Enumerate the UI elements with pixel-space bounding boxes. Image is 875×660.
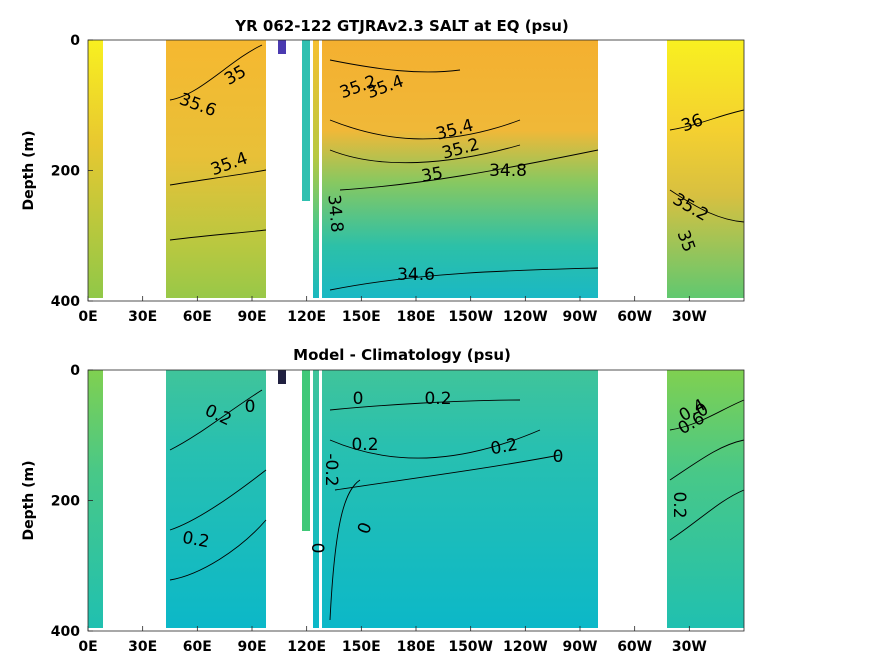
contour-line bbox=[329, 144, 521, 164]
contour-line bbox=[169, 519, 267, 581]
field-block-maritime-1 bbox=[302, 40, 310, 201]
x-tick-label: 30W bbox=[672, 639, 707, 655]
x-tick-label: 30W bbox=[672, 309, 707, 325]
x-tick-label: 120E bbox=[287, 309, 326, 325]
y-tick-label: 200 bbox=[51, 164, 80, 180]
x-tick-label: 0E bbox=[78, 639, 97, 655]
contour-label: 0.2 bbox=[424, 389, 451, 409]
x-tick-label: 120W bbox=[503, 639, 548, 655]
field bbox=[88, 40, 744, 298]
contour-line bbox=[329, 479, 361, 621]
contour-label: 35 bbox=[420, 163, 445, 186]
y-axis-label: Depth (m) bbox=[21, 130, 37, 210]
contour-line bbox=[169, 389, 263, 451]
field-block-strait bbox=[278, 370, 286, 384]
y-tick-label: 0 bbox=[70, 363, 80, 379]
x-tick-label: 150W bbox=[448, 309, 493, 325]
x-tick-label: 150E bbox=[342, 309, 381, 325]
contour-line bbox=[169, 469, 267, 531]
contour-line bbox=[169, 169, 267, 186]
y-axis-label: Depth (m) bbox=[21, 460, 37, 540]
contour-line bbox=[329, 267, 599, 291]
y-tick-label: 400 bbox=[51, 624, 80, 640]
contour-label: 0.2 bbox=[181, 528, 211, 552]
x-tick-label: 30E bbox=[128, 639, 157, 655]
x-tick-label: 30E bbox=[128, 309, 157, 325]
chart-panel-1: YR 062-122 GTJRAv2.3 SALT at EQ (psu) Dep… bbox=[21, 17, 745, 325]
contour-line bbox=[669, 189, 745, 223]
x-tick-label: 90E bbox=[237, 639, 266, 655]
contour-label: 0 bbox=[553, 447, 564, 467]
contour-line bbox=[669, 399, 745, 431]
chart-panel-2: Model - Climatology (psu) Depth (m) 0 200 40… bbox=[21, 346, 745, 655]
contour-line bbox=[334, 454, 561, 491]
x-tick-label: 90W bbox=[563, 309, 598, 325]
x-tick-label: 90W bbox=[563, 639, 598, 655]
chart-title: Model - Climatology (psu) bbox=[293, 346, 511, 364]
x-tick-label: 150E bbox=[342, 639, 381, 655]
x-tick-label: 90E bbox=[237, 309, 266, 325]
contour-label: 0.2 bbox=[489, 435, 519, 459]
field-block-pacific bbox=[322, 40, 598, 298]
x-tick-label: 0E bbox=[78, 309, 97, 325]
x-tick-label: 60E bbox=[183, 639, 212, 655]
contour-lines bbox=[169, 44, 745, 291]
y-tick-label: 400 bbox=[51, 294, 80, 310]
contour-line bbox=[669, 489, 745, 541]
x-tick-label: 60E bbox=[183, 309, 212, 325]
contour-line bbox=[329, 119, 521, 140]
contour-line bbox=[329, 59, 461, 73]
x-tick-label: 60W bbox=[617, 309, 652, 325]
contour-label: 34.8 bbox=[323, 194, 346, 233]
contour-line bbox=[669, 439, 745, 481]
y-tick-label: 200 bbox=[51, 494, 80, 510]
x-tick-label: 60W bbox=[617, 639, 652, 655]
contour-line bbox=[339, 149, 599, 191]
field-block-indian-ocean bbox=[166, 370, 266, 628]
field-block-maritime-2 bbox=[313, 370, 319, 628]
contour-label: 0 bbox=[245, 397, 256, 417]
field-block-maritime-2 bbox=[313, 40, 319, 298]
chart-title: YR 062-122 GTJRAv2.3 SALT at EQ (psu) bbox=[234, 17, 569, 35]
x-tick-label: 150W bbox=[448, 639, 493, 655]
field-block-west-africa bbox=[88, 40, 103, 298]
field-block-west-africa bbox=[88, 370, 103, 628]
x-tick-label: 120W bbox=[503, 309, 548, 325]
field-block-maritime-1 bbox=[302, 370, 310, 531]
contour-line bbox=[329, 399, 521, 411]
contour-line bbox=[169, 44, 263, 101]
contour-label: 0 bbox=[307, 543, 327, 554]
field-block-strait bbox=[278, 40, 286, 54]
contour-label: 0.2 bbox=[351, 435, 378, 455]
contour-label: 0.2 bbox=[669, 491, 689, 518]
contour-label: 34.6 bbox=[397, 265, 435, 285]
contour-line bbox=[329, 429, 541, 459]
field bbox=[88, 370, 744, 628]
field-block-atlantic bbox=[667, 40, 744, 298]
contour-label: 0 bbox=[353, 389, 364, 409]
y-tick-label: 0 bbox=[70, 33, 80, 49]
x-tick-label: 120E bbox=[287, 639, 326, 655]
field-block-atlantic bbox=[667, 370, 744, 628]
contour-label: -0.2 bbox=[321, 453, 341, 486]
x-tick-label: 180E bbox=[397, 639, 436, 655]
contour-lines bbox=[169, 389, 745, 621]
field-block-indian-ocean bbox=[166, 40, 266, 298]
contour-label: 34.8 bbox=[489, 161, 527, 181]
contour-line bbox=[169, 229, 267, 241]
contour-line bbox=[669, 109, 745, 131]
field-block-pacific bbox=[322, 370, 598, 628]
x-tick-label: 180E bbox=[397, 309, 436, 325]
